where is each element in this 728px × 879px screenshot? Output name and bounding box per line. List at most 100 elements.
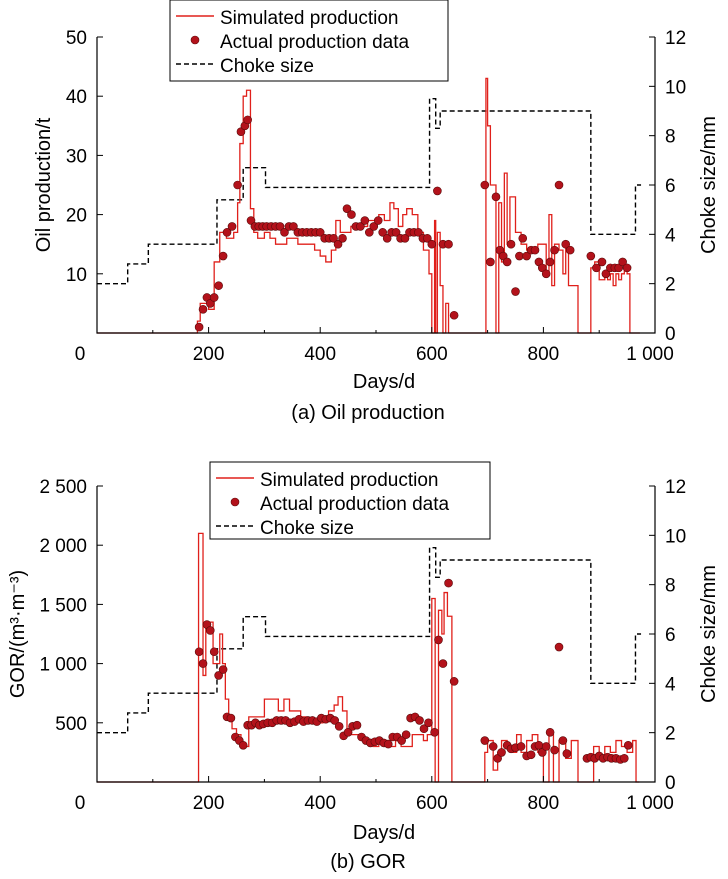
data-point-actual [205,626,215,635]
data-point-actual [401,730,411,739]
data-point-actual [227,222,237,231]
y-axis-label: Oil production/t [33,117,55,252]
data-point-actual [236,127,246,137]
legend-label: Actual production data [260,494,450,515]
data-point-actual [541,269,551,279]
data-point-actual [391,228,401,237]
data-point-actual [550,245,559,255]
data-point-actual [486,257,495,267]
data-point-actual [209,293,219,302]
data-point-actual [243,115,252,125]
data-point-actual [246,216,256,225]
legend-label: Choke size [220,56,314,77]
chart-caption: (b) GOR [330,851,406,873]
data-point-actual [534,740,544,750]
y-tick-label: 10 [66,265,87,286]
data-point-actual [226,713,236,723]
y-tick-label: 2 500 [39,477,87,498]
legend-swatch-actual [190,35,200,45]
data-point-actual [209,647,219,657]
x-tick-label: 200 [193,344,225,365]
data-point-actual [218,665,228,674]
y2-tick-label: 6 [665,176,676,197]
data-point-actual [562,749,572,758]
data-point-actual [233,180,242,190]
data-point-actual [522,251,531,261]
data-point-actual [415,716,424,725]
data-point-actual [214,671,223,680]
data-point-actual [444,239,453,249]
data-point-actual [622,263,632,273]
y-axis-label: GOR/(m³·m⁻³) [7,570,29,698]
data-point-actual [561,239,571,249]
y-tick-label: 1 000 [39,655,87,676]
data-point-actual [329,233,338,243]
legend-label: Simulated production [220,8,399,29]
legend: Simulated production Actual production da… [209,461,491,540]
data-point-actual [198,659,208,668]
data-point-actual [360,216,370,225]
y2-tick-label: 8 [665,576,676,597]
y2-tick-label: 8 [665,127,676,148]
x-tick-label: 600 [416,793,448,814]
panel-oil-production: 0 200 400 600 800 1 000 10 20 30 40 50 0 2 4 6 8 10 12 Day… [33,0,720,424]
data-point-actual [342,204,352,213]
data-point-actual [222,228,232,237]
x-tick-label: 200 [193,793,225,814]
data-point-actual [334,722,344,731]
legend-box [169,0,449,82]
series-line-choke-size [97,546,642,734]
data-point-actual [518,233,528,243]
data-point-actual [194,322,204,332]
data-point-actual [338,233,347,243]
x-tick-label: 600 [416,344,448,365]
data-point-actual [383,739,393,749]
y-tick-label: 40 [66,87,87,108]
data-point-actual [280,228,289,237]
data-point-actual [493,754,502,763]
data-point-actual [480,736,490,745]
data-point-actual [491,192,501,202]
data-point-actual [423,233,432,243]
data-point-actual [238,740,248,750]
data-point-actual [397,736,406,745]
data-point-actual [537,748,547,757]
x-tick-label: 800 [528,793,560,814]
data-point-actual [434,635,443,645]
x-tick-label: 800 [528,344,560,365]
x-tick-label: 400 [304,344,336,365]
y-tick-label: 2 000 [39,536,87,557]
data-point-actual [526,750,536,760]
data-point-actual [438,659,448,668]
legend-label: Choke size [260,518,354,539]
legend-label: Simulated production [260,470,439,491]
data-point-actual [427,239,437,249]
data-point-actual [444,578,453,588]
data-point-actual [506,239,516,249]
data-point-actual [205,299,215,308]
data-point-actual [414,228,423,237]
data-point-actual [497,748,506,757]
y-tick-label: 30 [66,146,87,167]
data-point-actual [333,239,343,249]
data-point-actual [214,281,223,290]
data-point-actual [545,257,555,267]
y2-tick-label: 2 [665,724,676,745]
legend-label: Actual production data [220,32,410,53]
data-point-actual [449,310,459,320]
x-axis-label: Days/d [353,822,415,844]
data-point-actual [530,245,540,255]
data-point-actual [550,745,559,755]
data-point-actual [488,742,498,751]
y2-tick-label: 2 [665,275,676,296]
y2-tick-label: 0 [665,773,676,794]
data-point-actual [347,210,356,219]
y2-tick-label: 10 [665,526,686,547]
data-point-actual [315,228,325,237]
data-point-actual [597,257,607,267]
y2-tick-label: 4 [665,674,676,695]
data-point-actual [502,257,512,267]
data-point-actual [198,305,208,314]
data-point-actual [289,222,298,231]
